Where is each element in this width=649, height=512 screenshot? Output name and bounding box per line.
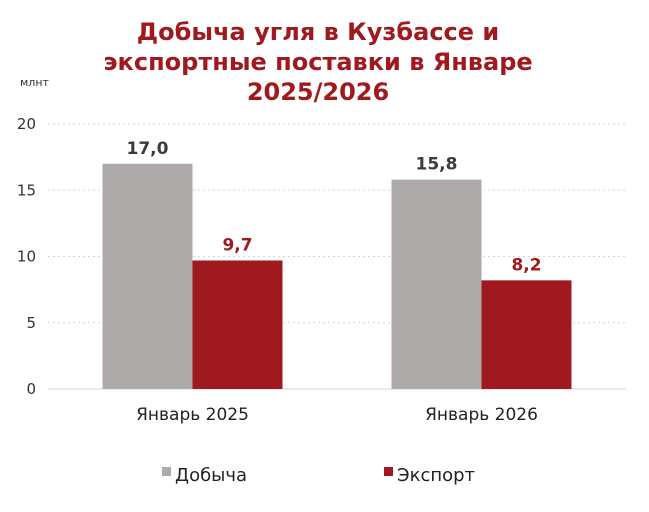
data-labels: 17,0 9,7 15,8 8,2 (127, 139, 542, 276)
data-label: 9,7 (222, 235, 252, 255)
legend-swatch (162, 467, 171, 476)
legend-label: Добыча (175, 465, 247, 486)
y-axis-unit: млнт (20, 76, 50, 89)
legend-swatch (384, 467, 393, 476)
y-tick-label: 5 (26, 314, 36, 332)
category-labels: Январь 2025 Январь 2026 (136, 405, 538, 425)
bar-production (391, 179, 482, 389)
y-tick-label: 10 (17, 248, 36, 266)
bar-export (192, 260, 283, 389)
bars (102, 163, 572, 389)
y-tick-label: 0 (26, 380, 36, 398)
y-tick-label: 15 (17, 181, 36, 199)
data-label: 8,2 (511, 255, 541, 275)
chart-title-line-3: 2025/2026 (247, 78, 389, 106)
bar-export (481, 280, 572, 389)
y-axis-ticks: 0 5 10 15 20 (17, 115, 36, 398)
category-label: Январь 2025 (136, 405, 249, 425)
category-label: Январь 2026 (425, 405, 538, 425)
chart-title-line-2: экспортные поставки в Январе (103, 48, 532, 76)
y-tick-label: 20 (17, 115, 36, 133)
chart-title-line-1: Добыча угля в Кузбассе и (137, 18, 499, 46)
bar-production (102, 163, 193, 389)
data-label: 17,0 (127, 139, 169, 159)
legend: Добыча Экспорт (162, 465, 475, 486)
data-label: 15,8 (416, 155, 458, 175)
legend-label: Экспорт (397, 465, 475, 486)
